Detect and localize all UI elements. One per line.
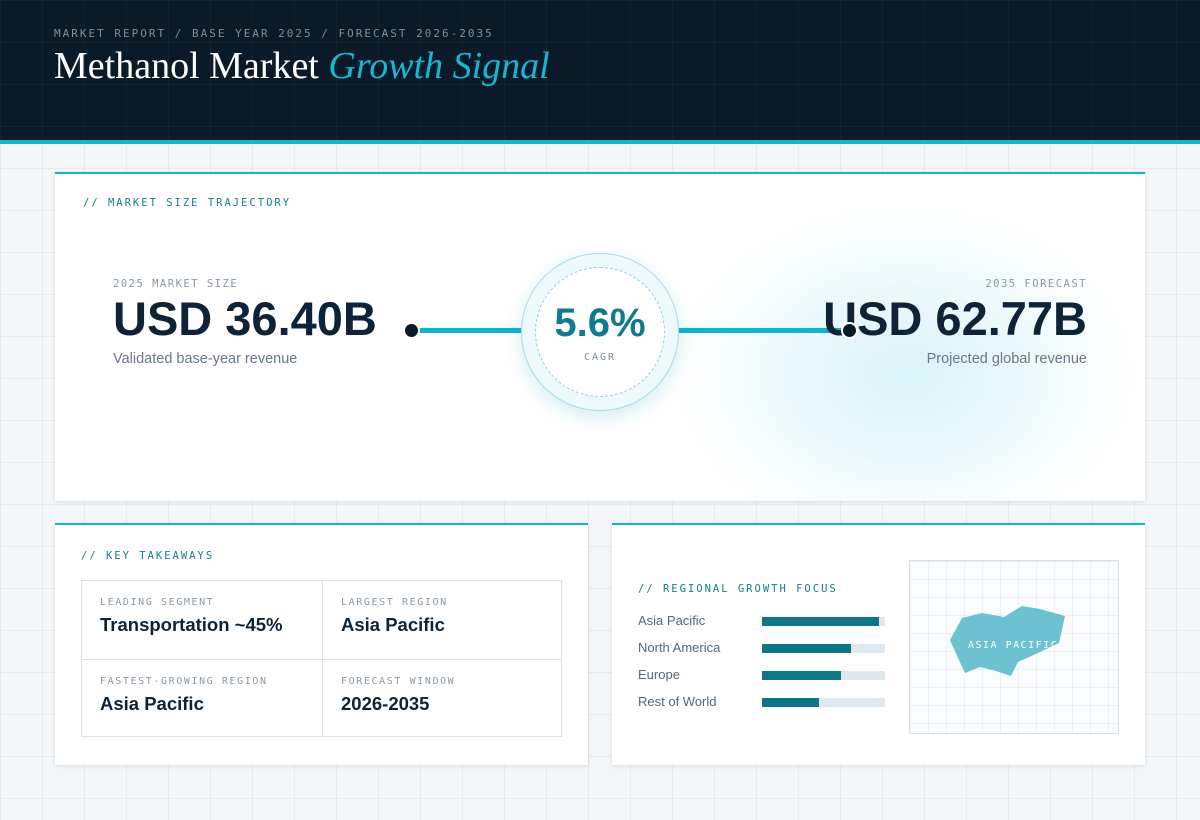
- regional-growth-card: // REGIONAL GROWTH FOCUS Asia Pacific Nor…: [612, 523, 1145, 765]
- map-region-label: ASIA PACIFIC: [968, 640, 1059, 651]
- bar-label: Europe: [638, 667, 680, 682]
- end-stat: 2035 FORECAST USD 62.77B Projected globa…: [823, 278, 1087, 367]
- bar-row: Rest of World: [638, 692, 888, 719]
- takeaways-grid: LEADING SEGMENT Transportation ~45% LARG…: [81, 580, 562, 737]
- market-size-trajectory-card: // MARKET SIZE TRAJECTORY 2025 MARKET SI…: [55, 172, 1145, 501]
- takeaway-label: FASTEST-GROWING REGION: [100, 676, 268, 687]
- bar-track: [762, 671, 885, 680]
- key-takeaways-card: // KEY TAKEAWAYS LEADING SEGMENT Transpo…: [55, 523, 588, 765]
- takeaway-label: FORECAST WINDOW: [341, 676, 456, 687]
- takeaway-value: Transportation ~45%: [100, 614, 283, 635]
- regional-section-label: // REGIONAL GROWTH FOCUS: [638, 583, 838, 595]
- page-title: Methanol Market Growth Signal: [54, 44, 550, 88]
- start-stat-value: USD 36.40B: [113, 292, 377, 345]
- background-glow: [675, 204, 1135, 501]
- takeaway-cell: FASTEST-GROWING REGION Asia Pacific: [82, 659, 322, 736]
- takeaway-value: 2026-2035: [341, 693, 430, 714]
- takeaway-label: LARGEST REGION: [341, 597, 448, 608]
- region-map: ASIA PACIFIC: [909, 560, 1119, 734]
- takeaway-cell: LARGEST REGION Asia Pacific: [322, 581, 561, 659]
- bar-row: Asia Pacific: [638, 611, 888, 638]
- bar-track: [762, 698, 885, 707]
- takeaway-value: Asia Pacific: [100, 693, 204, 714]
- regional-bar-chart: Asia Pacific North America Europe Rest of W…: [638, 611, 888, 719]
- bar-row: Europe: [638, 665, 888, 692]
- asia-pacific-map-icon: [950, 606, 1065, 676]
- bar-track: [762, 617, 885, 626]
- bar: [762, 644, 851, 653]
- cagr-badge: 5.6% CAGR: [521, 253, 679, 411]
- bar-label: Rest of World: [638, 694, 717, 709]
- bar-label: North America: [638, 640, 721, 655]
- title-accent: Growth Signal: [328, 45, 550, 87]
- bar: [762, 698, 819, 707]
- takeaway-value: Asia Pacific: [341, 614, 445, 635]
- trajectory-end-dot: [841, 322, 858, 339]
- bar-track: [762, 644, 885, 653]
- trajectory-section-label: // MARKET SIZE TRAJECTORY: [83, 197, 292, 209]
- start-stat-caption: Validated base-year revenue: [113, 351, 298, 368]
- hero-header: MARKET REPORT / BASE YEAR 2025 / FORECAS…: [0, 0, 1200, 144]
- cagr-value: 5.6%: [554, 301, 646, 345]
- end-stat-label: 2035 FORECAST: [985, 278, 1087, 290]
- start-stat: 2025 MARKET SIZE USD 36.40B Validated ba…: [113, 278, 377, 367]
- takeaways-section-label: // KEY TAKEAWAYS: [81, 550, 215, 562]
- end-stat-caption: Projected global revenue: [926, 351, 1087, 368]
- end-stat-value: USD 62.77B: [823, 292, 1087, 345]
- bar-row: North America: [638, 638, 888, 665]
- start-stat-label: 2025 MARKET SIZE: [113, 278, 239, 290]
- bar-label: Asia Pacific: [638, 613, 706, 628]
- takeaway-cell: FORECAST WINDOW 2026-2035: [322, 659, 561, 736]
- title-main: Methanol Market: [54, 45, 319, 87]
- cagr-label: CAGR: [583, 352, 617, 363]
- takeaway-label: LEADING SEGMENT: [100, 597, 215, 608]
- breadcrumb: MARKET REPORT / BASE YEAR 2025 / FORECAS…: [54, 27, 494, 40]
- cagr-badge-inner: 5.6% CAGR: [535, 267, 665, 397]
- trajectory-start-dot: [403, 322, 420, 339]
- bar: [762, 617, 879, 626]
- bar: [762, 671, 841, 680]
- takeaway-cell: LEADING SEGMENT Transportation ~45%: [82, 581, 322, 659]
